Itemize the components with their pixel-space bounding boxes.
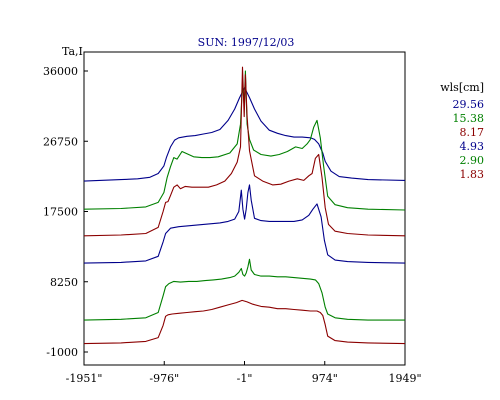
legend-entry: 2.90 xyxy=(460,154,485,167)
legend-entry: 1.83 xyxy=(460,168,485,181)
x-tick-label: 974" xyxy=(312,372,338,385)
y-tick-label: 17500 xyxy=(43,206,78,219)
series-line-2-90 xyxy=(83,258,405,321)
legend-entry: 15.38 xyxy=(453,112,485,125)
legend-entry: 4.93 xyxy=(460,140,485,153)
series-line-15-38 xyxy=(83,70,406,211)
x-tick-label: -1" xyxy=(237,372,253,385)
x-tick-label: 1949" xyxy=(388,372,421,385)
x-tick-label: -976" xyxy=(149,372,179,385)
y-axis: -1000 8250 17500 26750 36000 xyxy=(43,65,88,359)
chart-title: SUN: 1997/12/03 xyxy=(198,36,295,49)
y-axis-label: Ta,I xyxy=(62,45,83,58)
legend-entry: 8.17 xyxy=(460,126,485,139)
legend-title: wls[cm] xyxy=(440,81,484,94)
series-line-1-83 xyxy=(83,299,406,345)
series-line-4-93 xyxy=(83,184,406,264)
x-axis: -1951" -976" -1" 974" 1949" xyxy=(66,361,422,385)
y-tick-label: 26750 xyxy=(43,135,78,148)
series-group xyxy=(83,66,406,345)
y-tick-label: 8250 xyxy=(50,276,78,289)
x-tick-label: -1951" xyxy=(66,372,103,385)
legend-entry: 29.56 xyxy=(453,98,485,111)
y-tick-label: 36000 xyxy=(43,65,78,78)
y-tick-label: -1000 xyxy=(46,346,78,359)
series-line-8-17 xyxy=(83,66,406,237)
